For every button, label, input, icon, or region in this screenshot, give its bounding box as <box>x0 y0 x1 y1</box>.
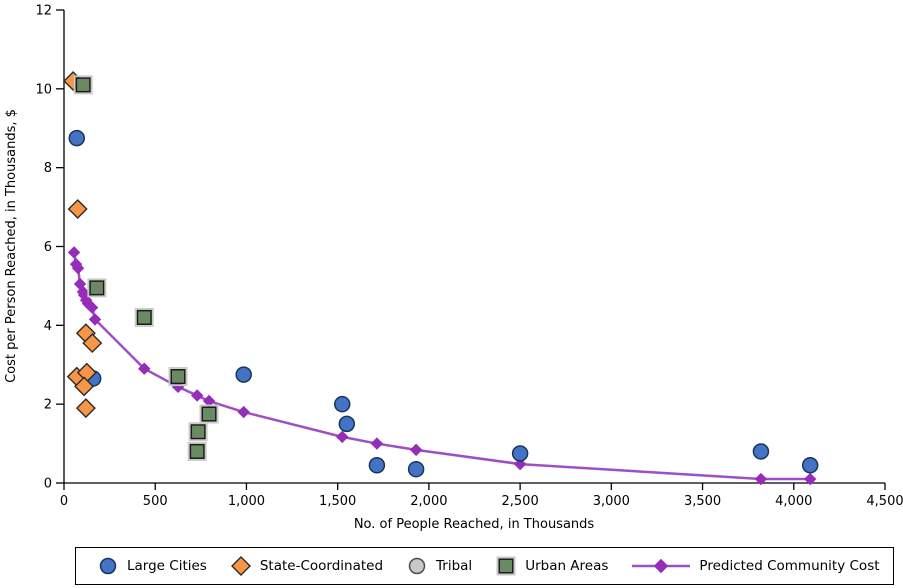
point-large-cities <box>407 460 425 478</box>
point-predicted-community-cost <box>190 389 204 402</box>
y-tick-label: 12 <box>35 4 52 19</box>
point-predicted-community-cost <box>336 430 349 444</box>
point-urban-areas <box>75 77 91 93</box>
y-tick-label: 10 <box>35 82 52 97</box>
large-cities-legend-marker-icon <box>99 557 117 575</box>
x-tick-label: 4,000 <box>775 494 812 509</box>
point-halo-urban-areas <box>73 75 93 95</box>
legend-item-tribal: Tribal <box>405 556 472 576</box>
point-halo-urban-areas <box>87 278 107 298</box>
point-halo-urban-areas <box>188 422 208 442</box>
x-tick-label: 4,500 <box>866 494 903 509</box>
point-urban-areas <box>170 369 186 385</box>
predicted-community-cost-legend-marker-icon <box>632 558 691 574</box>
point-halo-urban-areas <box>187 441 207 461</box>
y-axis-title: Cost per Person Reached, in Thousands, $ <box>4 109 19 383</box>
point-predicted-community-cost <box>754 472 768 486</box>
urban-areas-legend-marker-icon <box>496 556 516 576</box>
point-state-coordinated <box>74 376 95 397</box>
point-state-coordinated <box>82 333 103 354</box>
point-predicted-community-cost <box>85 301 99 314</box>
legend-item-large-cities: Large Cities <box>96 556 207 576</box>
point-urban-areas <box>189 443 205 460</box>
point-state-coordinated <box>67 199 88 220</box>
legend-label-predicted-community-cost: Predicted Community Cost <box>699 558 880 574</box>
point-state-coordinated <box>75 398 96 419</box>
axis-lines <box>63 10 885 484</box>
point-urban-areas <box>89 280 105 296</box>
point-predicted-community-cost <box>88 313 102 326</box>
point-predicted-community-cost <box>409 443 423 457</box>
y-tick-label: 8 <box>44 161 52 176</box>
x-tick-label: 2,500 <box>502 494 539 509</box>
state-coordinated-legend-marker-icon <box>230 556 251 576</box>
legend-item-urban-areas: Urban Areas <box>494 556 608 576</box>
point-large-cities <box>752 443 770 460</box>
point-predicted-community-cost <box>237 405 250 419</box>
point-halo-urban-areas <box>199 404 219 424</box>
point-large-cities <box>333 395 351 413</box>
point-large-cities <box>368 457 386 474</box>
point-halo-urban-areas <box>134 307 154 327</box>
point-predicted-community-cost <box>71 261 85 275</box>
legend-item-predicted-community-cost: Predicted Community Cost <box>630 556 880 576</box>
point-large-cities <box>68 129 86 147</box>
x-tick-label: 2,000 <box>410 494 447 509</box>
point-halo-urban-areas <box>168 367 188 387</box>
predicted-cost-line <box>72 252 811 481</box>
x-tick-label: 0 <box>60 494 68 509</box>
point-urban-areas <box>136 309 152 325</box>
y-tick-label: 0 <box>44 477 52 492</box>
point-large-cities <box>338 415 356 433</box>
point-predicted-community-cost <box>513 457 527 471</box>
point-predicted-community-cost <box>67 246 81 259</box>
legend-label-large-cities: Large Cities <box>127 558 207 574</box>
point-large-cities <box>801 457 819 474</box>
x-tick-label: 500 <box>143 494 168 509</box>
point-large-cities <box>235 366 252 383</box>
legend-label-urban-areas: Urban Areas <box>525 558 609 574</box>
point-urban-areas <box>190 424 206 440</box>
point-urban-areas <box>201 406 217 422</box>
legend-label-tribal: Tribal <box>436 558 473 574</box>
x-axis-title: No. of People Reached, in Thousands <box>354 517 595 532</box>
point-predicted-community-cost <box>138 362 151 375</box>
legend-label-state-coordinated: State-Coordinated <box>259 558 384 574</box>
y-tick-label: 2 <box>44 398 52 413</box>
point-predicted-community-cost <box>370 437 384 450</box>
x-tick-label: 3,000 <box>593 494 630 509</box>
y-tick-label: 4 <box>44 319 52 334</box>
x-tick-label: 3,500 <box>684 494 721 509</box>
tribal-legend-marker-icon <box>408 557 426 575</box>
point-predicted-community-cost <box>803 472 817 486</box>
x-tick-label: 1,500 <box>319 494 356 509</box>
chart-legend: Large Cities State-Coordinated Tribal Urban… <box>75 547 894 585</box>
x-tick-label: 1,000 <box>228 494 265 509</box>
data-series <box>63 70 819 486</box>
axes: 0 500 1,000 1,500 2,000 2,500 3,000 3,500 4,000 4… <box>35 4 903 510</box>
legend-item-state-coordinated: State-Coordinated <box>229 556 383 576</box>
point-large-cities <box>511 445 529 462</box>
y-tick-label: 6 <box>44 240 52 255</box>
plot-area: 0 500 1,000 1,500 2,000 2,500 3,000 3,500 4,000 4… <box>4 4 903 533</box>
